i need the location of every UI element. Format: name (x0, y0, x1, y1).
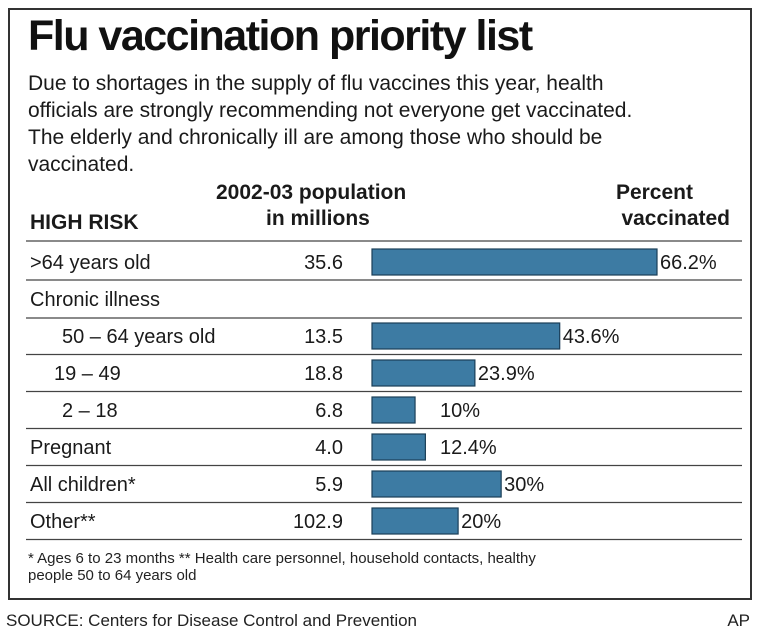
value-label: 12.4% (440, 437, 497, 459)
percent-header-line1: Percent (615, 181, 693, 204)
chart-title: Flu vaccination priority list (28, 12, 533, 60)
category-label: Pregnant (30, 437, 112, 459)
category-label: 50 – 64 years old (62, 326, 215, 348)
population-value: 4.0 (315, 437, 343, 459)
category-label: 19 – 49 (54, 363, 121, 385)
bar (371, 470, 502, 498)
value-label: 30% (504, 474, 544, 496)
intro-text: Due to shortages in the supply of flu va… (28, 70, 740, 178)
bar (371, 322, 561, 350)
population-value: 6.8 (315, 400, 343, 422)
category-label: All children* (30, 474, 136, 496)
category-label: >64 years old (30, 252, 151, 274)
intro-line: Due to shortages in the supply of flu va… (28, 72, 604, 95)
value-label: 43.6% (563, 326, 620, 348)
credit-text: AP (727, 611, 750, 630)
group-label-chronic-illness: Chronic illness (30, 289, 160, 311)
population-header-line2: in millions (266, 207, 370, 230)
value-label: 20% (461, 511, 501, 533)
bar (371, 433, 426, 461)
value-label: 10% (440, 400, 480, 422)
bar (371, 396, 416, 424)
category-label: Other** (30, 511, 96, 533)
footnote: * Ages 6 to 23 months ** Health care per… (28, 550, 536, 584)
population-value: 102.9 (293, 511, 343, 533)
graphic-frame (8, 8, 752, 600)
footnote-line: * Ages 6 to 23 months ** Health care per… (28, 550, 536, 567)
population-value: 5.9 (315, 474, 343, 496)
value-label: 66.2% (660, 252, 717, 274)
intro-line: officials are strongly recommending not … (28, 99, 633, 122)
category-label: 2 – 18 (62, 400, 118, 422)
population-value: 35.6 (304, 252, 343, 274)
intro-line: vaccinated. (28, 153, 135, 176)
population-value: 13.5 (304, 326, 343, 348)
value-label: 23.9% (478, 363, 535, 385)
population-value: 18.8 (304, 363, 343, 385)
category-header: HIGH RISK (30, 211, 139, 234)
bar (371, 248, 658, 276)
percent-header-line2: vaccinated (621, 207, 730, 230)
population-header-line1: 2002-03 population (216, 181, 407, 204)
bar (371, 359, 476, 387)
bar (371, 507, 459, 535)
source-text: SOURCE: Centers for Disease Control and … (6, 611, 418, 630)
footnote-line: people 50 to 64 years old (28, 567, 197, 584)
intro-line: The elderly and chronically ill are amon… (28, 126, 603, 149)
